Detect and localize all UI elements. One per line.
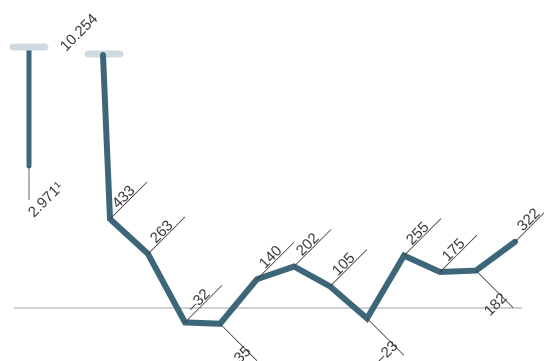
data-label: 322 xyxy=(514,205,544,235)
data-label: 263 xyxy=(147,217,177,247)
data-label: 433 xyxy=(109,182,139,212)
data-label-leader xyxy=(514,212,544,243)
separate-bar-bottom-label: 2.971¹ xyxy=(25,179,67,221)
data-label-leader xyxy=(366,318,405,356)
data-label: –32 xyxy=(184,286,214,316)
series-group xyxy=(84,50,518,327)
data-label: 182 xyxy=(481,290,511,320)
data-label: 140 xyxy=(256,242,286,272)
data-label-leader xyxy=(329,249,368,287)
data-label-leader xyxy=(293,229,332,267)
separate-bar-top-label: 10.254 xyxy=(57,10,101,54)
data-label-leader xyxy=(109,181,148,220)
data-label-leader xyxy=(184,285,223,323)
data-label-leader xyxy=(403,218,442,256)
data-label-leader xyxy=(475,270,514,308)
data-label: 175 xyxy=(439,235,469,265)
data-label-leader xyxy=(256,241,295,280)
separate-bar: 10.254 2.971¹ xyxy=(9,10,101,221)
series-line xyxy=(100,52,518,327)
data-label-leader xyxy=(219,323,258,361)
data-label: 105 xyxy=(329,250,359,280)
data-label: –23 xyxy=(372,338,402,361)
data-label-leader xyxy=(147,216,186,255)
data-label: 255 xyxy=(403,219,433,249)
data-label: –35 xyxy=(225,343,255,361)
data-label: 202 xyxy=(293,230,323,260)
data-label-leader xyxy=(439,234,478,273)
